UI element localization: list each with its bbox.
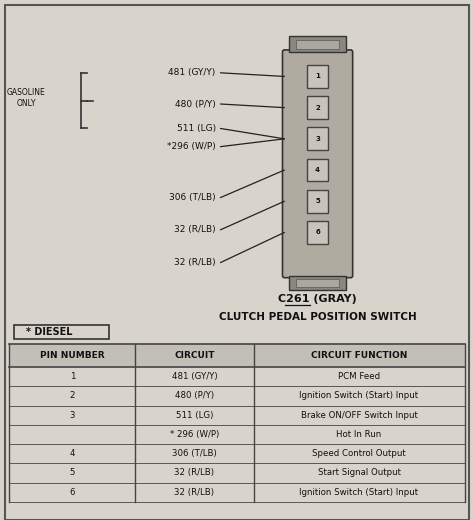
Bar <box>9 425 465 444</box>
Text: Ignition Switch (Start) Input: Ignition Switch (Start) Input <box>300 392 419 400</box>
Text: 32 (R/LB): 32 (R/LB) <box>174 488 214 497</box>
Text: * 296 (W/P): * 296 (W/P) <box>170 430 219 439</box>
Text: GASOLINE
ONLY: GASOLINE ONLY <box>7 88 46 109</box>
Text: 2: 2 <box>315 105 320 111</box>
Text: 5: 5 <box>70 469 75 477</box>
Text: 2: 2 <box>70 392 75 400</box>
Bar <box>9 344 465 367</box>
Text: 3: 3 <box>70 411 75 420</box>
Text: 1: 1 <box>70 372 75 381</box>
Text: 4: 4 <box>70 449 75 458</box>
Text: 306 (T/LB): 306 (T/LB) <box>172 449 217 458</box>
Text: 511 (LG): 511 (LG) <box>176 124 216 133</box>
Bar <box>296 40 339 49</box>
Text: 481 (GY/Y): 481 (GY/Y) <box>172 372 217 381</box>
Text: 511 (LG): 511 (LG) <box>176 411 213 420</box>
Bar <box>307 65 328 88</box>
Text: PCM Feed: PCM Feed <box>338 372 380 381</box>
Bar <box>9 386 465 406</box>
Bar <box>9 444 465 463</box>
Text: * DIESEL: * DIESEL <box>26 327 73 337</box>
Text: C261 (GRAY): C261 (GRAY) <box>278 294 357 304</box>
Text: 4: 4 <box>315 167 320 173</box>
Bar <box>307 221 328 244</box>
Text: 32 (R/LB): 32 (R/LB) <box>174 258 216 267</box>
Text: 480 (P/Y): 480 (P/Y) <box>175 99 216 109</box>
Text: CIRCUIT: CIRCUIT <box>174 351 215 360</box>
Text: Start Signal Output: Start Signal Output <box>318 469 401 477</box>
Text: Speed Control Output: Speed Control Output <box>312 449 406 458</box>
Text: 1: 1 <box>315 73 320 80</box>
FancyBboxPatch shape <box>283 50 353 278</box>
Bar <box>9 483 465 502</box>
Bar <box>307 190 328 213</box>
Bar <box>296 279 339 287</box>
Text: 3: 3 <box>315 136 320 142</box>
Bar <box>307 96 328 119</box>
Text: Hot In Run: Hot In Run <box>337 430 382 439</box>
Text: 480 (P/Y): 480 (P/Y) <box>175 392 214 400</box>
Text: 5: 5 <box>315 198 320 204</box>
Text: 32 (R/LB): 32 (R/LB) <box>174 469 214 477</box>
Bar <box>9 406 465 425</box>
Text: Brake ON/OFF Switch Input: Brake ON/OFF Switch Input <box>301 411 418 420</box>
Text: *296 (W/P): *296 (W/P) <box>167 142 216 151</box>
Text: 6: 6 <box>315 229 320 236</box>
Text: 481 (GY/Y): 481 (GY/Y) <box>168 68 216 77</box>
Bar <box>14 325 109 339</box>
Bar <box>289 36 346 52</box>
Text: CLUTCH PEDAL POSITION SWITCH: CLUTCH PEDAL POSITION SWITCH <box>219 312 417 322</box>
Bar <box>307 127 328 150</box>
Text: 306 (T/LB): 306 (T/LB) <box>169 193 216 202</box>
Text: 32 (R/LB): 32 (R/LB) <box>174 225 216 235</box>
Bar <box>9 367 465 386</box>
Text: PIN NUMBER: PIN NUMBER <box>40 351 105 360</box>
Text: Ignition Switch (Start) Input: Ignition Switch (Start) Input <box>300 488 419 497</box>
Bar <box>307 159 328 181</box>
Text: CIRCUIT FUNCTION: CIRCUIT FUNCTION <box>311 351 407 360</box>
Bar <box>9 463 465 483</box>
Text: 6: 6 <box>70 488 75 497</box>
Bar <box>289 276 346 290</box>
